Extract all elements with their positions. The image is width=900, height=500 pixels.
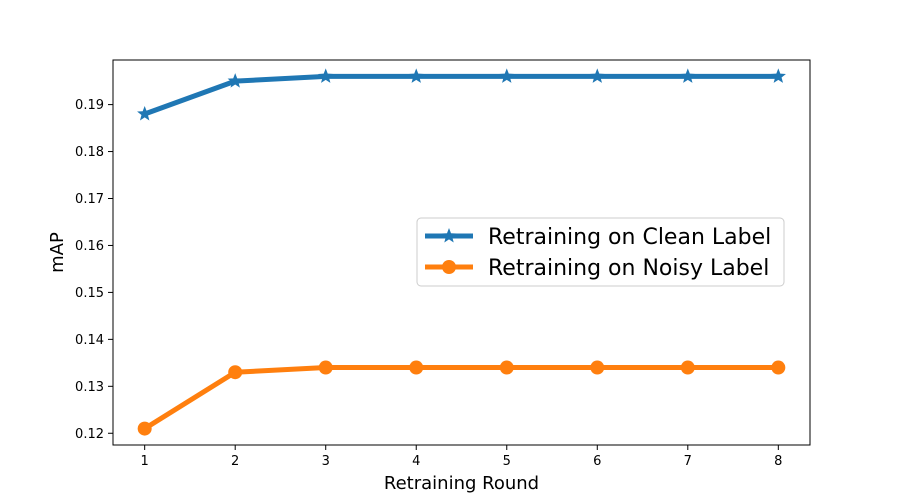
data-point bbox=[499, 360, 514, 375]
data-point bbox=[680, 360, 695, 375]
legend-marker bbox=[442, 260, 456, 274]
data-point bbox=[137, 421, 152, 436]
legend-marker bbox=[441, 228, 457, 243]
data-point bbox=[409, 360, 424, 375]
y-axis: 0.12 0.13 0.14 0.15 0.16 0.17 0.18 0.19 bbox=[75, 98, 113, 442]
x-tick-label: 6 bbox=[593, 454, 601, 469]
series-1 bbox=[137, 68, 786, 121]
x-tick-label: 7 bbox=[684, 454, 692, 469]
x-axis: 1 2 3 4 5 6 7 8 bbox=[141, 445, 782, 469]
y-tick-label: 0.16 bbox=[75, 239, 104, 254]
x-tick-label: 3 bbox=[322, 454, 330, 469]
y-tick-label: 0.14 bbox=[75, 333, 104, 348]
x-axis-title: Retraining Round bbox=[384, 473, 539, 494]
plot-area bbox=[137, 68, 786, 436]
y-tick-label: 0.13 bbox=[75, 380, 104, 395]
data-point bbox=[590, 360, 605, 375]
y-tick-label: 0.15 bbox=[75, 286, 104, 301]
data-point bbox=[137, 105, 153, 121]
data-point bbox=[318, 360, 333, 375]
series-line bbox=[143, 73, 779, 117]
y-tick-label: 0.19 bbox=[75, 98, 104, 113]
series-2 bbox=[137, 360, 786, 436]
series-line bbox=[143, 365, 779, 431]
data-point bbox=[227, 73, 243, 88]
plot-frame bbox=[112, 59, 811, 446]
x-tick-label: 2 bbox=[231, 454, 239, 469]
y-tick-label: 0.18 bbox=[75, 145, 104, 160]
x-tick-label: 4 bbox=[412, 454, 420, 469]
legend-label: Retraining on Clean Label bbox=[488, 225, 771, 250]
legend-item: Retraining on Clean Label bbox=[425, 225, 771, 250]
data-point bbox=[499, 68, 515, 83]
x-tick-label: 1 bbox=[141, 454, 149, 469]
data-point bbox=[589, 68, 605, 83]
data-point bbox=[228, 365, 243, 380]
x-tick-label: 5 bbox=[503, 454, 511, 469]
x-tick-label: 8 bbox=[774, 454, 782, 469]
legend-box bbox=[416, 217, 785, 287]
data-point bbox=[770, 68, 786, 83]
data-point bbox=[680, 68, 696, 83]
y-axis-title: mAP bbox=[47, 232, 68, 273]
y-tick-label: 0.17 bbox=[75, 192, 104, 207]
data-point bbox=[408, 68, 424, 83]
data-point bbox=[771, 360, 786, 375]
y-tick-label: 0.12 bbox=[75, 427, 104, 442]
legend-label: Retraining on Noisy Label bbox=[488, 256, 769, 281]
legend: Retraining on Clean Label Retraining on N… bbox=[416, 217, 785, 287]
data-point bbox=[318, 68, 334, 83]
legend-item: Retraining on Noisy Label bbox=[425, 256, 769, 281]
